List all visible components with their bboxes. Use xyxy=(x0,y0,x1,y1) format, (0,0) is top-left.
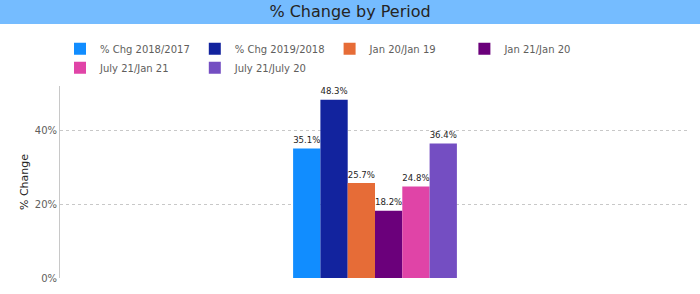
html-text:% Change by Period: % Change by Period xyxy=(269,2,431,21)
svg-text:24.8%: 24.8% xyxy=(402,173,429,183)
svg-text:% Chg 2018/2017: % Chg 2018/2017 xyxy=(100,44,190,55)
svg-text:% Chg 2019/2018: % Chg 2019/2018 xyxy=(235,44,325,55)
svg-text:July 21/July 20: July 21/July 20 xyxy=(234,63,306,74)
svg-text:% Change: % Change xyxy=(18,154,31,210)
svg-text:Jan 21/Jan 20: Jan 21/Jan 20 xyxy=(503,44,570,55)
svg-text:35.1%: 35.1% xyxy=(293,135,320,145)
svg-text:36.4%: 36.4% xyxy=(430,130,457,140)
svg-text:20%: 20% xyxy=(35,199,57,210)
svg-text:40%: 40% xyxy=(35,125,57,136)
svg-text:18.2%: 18.2% xyxy=(375,197,402,207)
svg-text:48.3%: 48.3% xyxy=(320,86,347,96)
svg-text:Jan 20/Jan 19: Jan 20/Jan 19 xyxy=(369,44,436,55)
svg-text:July 21/Jan 21: July 21/Jan 21 xyxy=(99,63,169,74)
svg-text:0%: 0% xyxy=(41,273,57,284)
svg-text:25.7%: 25.7% xyxy=(348,170,375,180)
